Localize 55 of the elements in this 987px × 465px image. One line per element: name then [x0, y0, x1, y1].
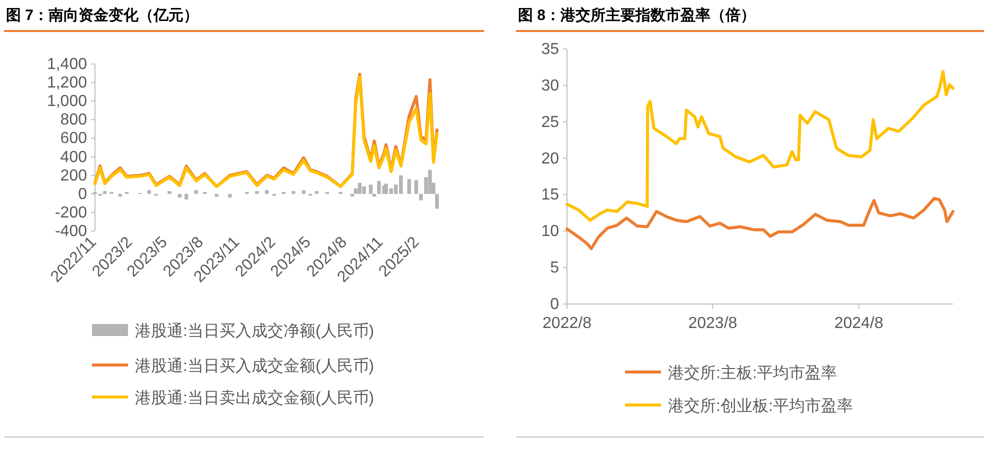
bar	[255, 191, 259, 194]
chart-title: 图 7：南向资金变化（亿元）	[6, 6, 199, 24]
y-tick-label: 600	[60, 130, 88, 148]
y-tick-label: 35	[541, 41, 560, 58]
legend-label: 港股通:当日买入成交净额(人民币)	[135, 322, 374, 340]
bar	[432, 182, 436, 194]
legend-label: 港股通:当日买入成交金额(人民币)	[135, 357, 374, 375]
bar	[264, 190, 269, 194]
bar	[407, 179, 412, 194]
y-tick-label: 400	[60, 148, 88, 166]
y-tick-label: -200	[54, 204, 88, 222]
bar	[399, 175, 403, 194]
bar	[424, 177, 428, 194]
bar	[168, 191, 172, 194]
bar	[194, 190, 198, 194]
bar	[362, 186, 366, 194]
y-tick-label: 0	[550, 296, 560, 313]
bar	[184, 194, 188, 200]
y-tick-label: 0	[78, 186, 88, 203]
bar	[428, 170, 432, 194]
bar	[414, 180, 418, 194]
chart-title: 图 8：港交所主要指数市盈率（倍）	[518, 6, 756, 24]
bar	[292, 191, 296, 194]
x-tick-label: 2022/8	[542, 315, 592, 332]
x-tick-label: 2023/8	[688, 315, 738, 332]
bar	[419, 194, 423, 200]
bar	[389, 188, 393, 194]
y-tick-label: 20	[541, 150, 560, 168]
legend-label: 港交所:主板:平均市盈率	[668, 364, 837, 382]
y-tick-label: 10	[541, 223, 560, 240]
bar	[314, 191, 318, 194]
bar	[435, 194, 439, 209]
y-tick-label: 1,200	[46, 74, 88, 92]
y-tick-label: 800	[60, 112, 88, 129]
legend-label: 港股通:当日卖出成交金额(人民币)	[135, 389, 374, 407]
y-tick-label: 5	[550, 260, 560, 277]
bar	[228, 194, 232, 198]
y-tick-label: 200	[60, 167, 88, 184]
bar	[147, 190, 151, 194]
y-tick-label: 15	[541, 186, 560, 204]
bar	[118, 194, 122, 197]
bar	[302, 190, 306, 194]
y-tick-label: 25	[541, 114, 560, 131]
bar	[354, 188, 358, 194]
y-tick-label: 1,400	[46, 56, 88, 73]
bar	[358, 182, 362, 194]
legend-label: 港交所:创业板:平均市盈率	[668, 397, 853, 415]
bar	[377, 180, 381, 194]
bar	[368, 184, 373, 194]
bar	[214, 194, 218, 197]
bar	[102, 191, 107, 194]
bar	[394, 184, 398, 194]
y-tick-label: 1,000	[46, 93, 88, 110]
x-tick-label: 2024/8	[834, 315, 884, 332]
y-tick-label: 30	[541, 77, 560, 94]
